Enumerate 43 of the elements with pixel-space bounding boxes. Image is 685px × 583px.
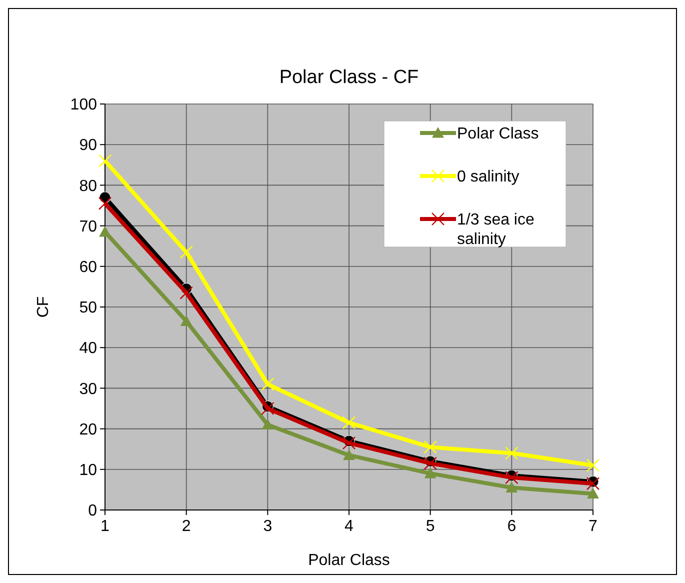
y-tick-label: 80 <box>79 178 98 195</box>
x-tick-label: 6 <box>507 518 516 535</box>
point <box>587 488 599 499</box>
x-tick-label: 5 <box>426 518 435 535</box>
x-axis-title: Polar Class <box>308 552 390 569</box>
y-tick-label: 0 <box>88 502 98 520</box>
point <box>180 315 192 326</box>
x-tick-label: 2 <box>182 518 191 535</box>
y-tick-label: 50 <box>79 300 98 317</box>
point <box>506 482 518 492</box>
y-tick-label: 60 <box>79 259 98 276</box>
point <box>261 378 274 391</box>
point <box>586 458 600 472</box>
point <box>342 436 356 450</box>
legend-label: 0 salinity <box>457 168 520 186</box>
y-tick-label: 10 <box>79 462 98 479</box>
y-tick-label: 40 <box>79 340 98 358</box>
point <box>98 196 112 210</box>
point <box>262 418 274 430</box>
y-tick-label: 30 <box>79 380 98 398</box>
legend-label: Polar Class <box>457 126 539 143</box>
x-tick-label: 7 <box>588 518 598 535</box>
point <box>424 440 437 454</box>
y-axis-title: CF <box>35 296 52 318</box>
x-tick-label: 1 <box>100 518 110 535</box>
point <box>586 477 600 490</box>
y-tick-label: 100 <box>70 96 98 114</box>
legend-label: 1/3 sea ice salinity <box>457 212 534 248</box>
point <box>342 416 356 430</box>
x-tick-label: 4 <box>344 518 354 535</box>
point <box>343 449 355 460</box>
point <box>261 402 274 416</box>
y-tick-label: 20 <box>79 421 98 438</box>
point <box>99 226 111 237</box>
y-tick-label: 70 <box>79 218 98 236</box>
point <box>505 446 518 460</box>
x-tick-label: 3 <box>263 518 272 535</box>
point <box>424 456 437 470</box>
chart-title: Polar Class - CF <box>279 67 419 88</box>
point <box>505 470 518 484</box>
point <box>98 154 112 168</box>
point <box>424 467 436 478</box>
y-tick-label: 90 <box>79 137 98 154</box>
